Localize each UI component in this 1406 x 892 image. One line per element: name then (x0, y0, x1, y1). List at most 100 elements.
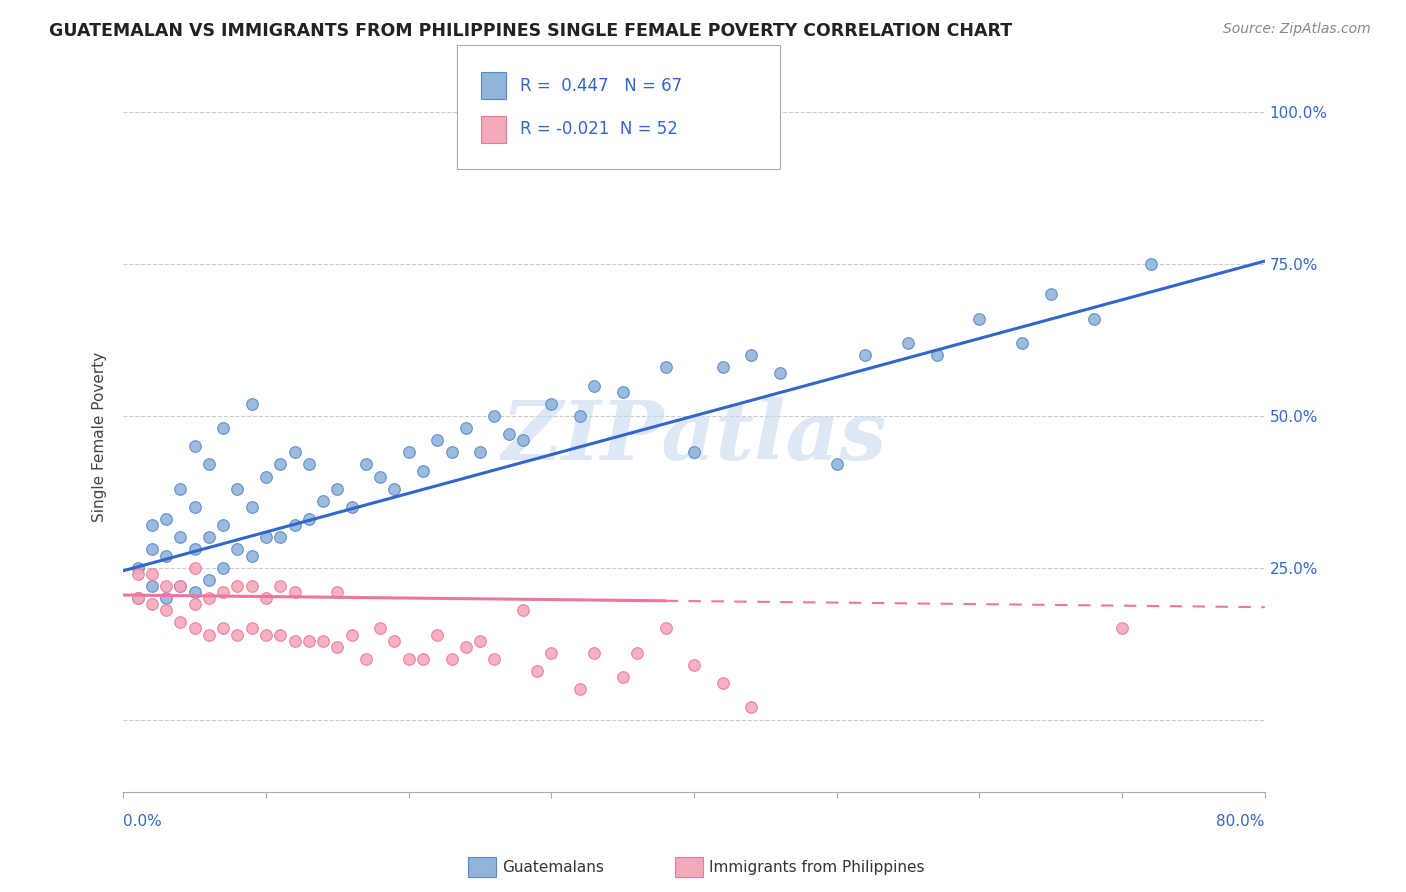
Point (426, 627, 449, 641)
Point (312, 633, 335, 648)
Point (212, 518, 235, 533)
Text: GUATEMALAN VS IMMIGRANTS FROM PHILIPPINES SINGLE FEMALE POVERTY CORRELATION CHAR: GUATEMALAN VS IMMIGRANTS FROM PHILIPPINE… (49, 22, 1012, 40)
Text: R =  0.447   N = 67: R = 0.447 N = 67 (520, 77, 682, 95)
Point (298, 458, 321, 472)
Text: 80.0%: 80.0% (1216, 814, 1265, 829)
Point (183, 500, 205, 514)
Point (512, 603, 534, 617)
Point (484, 409, 506, 423)
Point (141, 518, 163, 533)
Point (312, 494, 335, 508)
Point (141, 566, 163, 581)
Point (183, 622, 205, 636)
Point (169, 579, 191, 593)
Point (454, 640, 477, 654)
Point (254, 469, 277, 483)
Point (254, 591, 277, 605)
Point (155, 512, 177, 526)
Point (141, 579, 163, 593)
Point (1083, 311, 1105, 326)
Point (398, 652, 420, 666)
Point (269, 458, 291, 472)
Point (626, 646, 648, 660)
Point (183, 585, 205, 599)
Point (740, 700, 762, 714)
Point (1139, 257, 1161, 271)
Point (212, 622, 235, 636)
Point (526, 664, 548, 678)
Point (354, 458, 377, 472)
Point (454, 421, 477, 435)
Point (583, 646, 606, 660)
Point (226, 542, 249, 557)
Point (155, 549, 177, 563)
Point (169, 530, 191, 544)
Point (298, 512, 321, 526)
Point (1011, 336, 1033, 351)
Point (183, 560, 205, 574)
Point (612, 670, 634, 684)
Point (127, 591, 149, 605)
Point (141, 542, 163, 557)
Point (155, 579, 177, 593)
Point (740, 348, 762, 362)
Point (283, 633, 305, 648)
Point (198, 591, 221, 605)
Point (155, 591, 177, 605)
Point (540, 397, 562, 411)
Point (440, 445, 463, 459)
Point (283, 518, 305, 533)
Point (354, 652, 377, 666)
Point (468, 445, 491, 459)
Point (368, 469, 391, 483)
Point (512, 433, 534, 447)
Point (498, 427, 520, 442)
Point (269, 579, 291, 593)
Point (440, 652, 463, 666)
Point (127, 560, 149, 574)
Point (326, 585, 349, 599)
Point (254, 530, 277, 544)
Point (141, 597, 163, 611)
Point (183, 542, 205, 557)
Point (711, 360, 734, 375)
Point (283, 445, 305, 459)
Point (897, 336, 920, 351)
Point (1039, 287, 1062, 301)
Point (240, 549, 263, 563)
Point (384, 633, 406, 648)
Text: 0.0%: 0.0% (124, 814, 162, 829)
Point (925, 348, 948, 362)
Point (198, 458, 221, 472)
Point (568, 409, 591, 423)
Point (711, 676, 734, 690)
Text: ZIPatlas: ZIPatlas (502, 397, 887, 477)
Point (969, 311, 991, 326)
Point (398, 445, 420, 459)
Point (240, 397, 263, 411)
Point (853, 348, 876, 362)
Point (612, 384, 634, 399)
Point (169, 482, 191, 496)
Point (183, 439, 205, 453)
Point (484, 652, 506, 666)
Point (212, 560, 235, 574)
Point (326, 482, 349, 496)
Point (198, 627, 221, 641)
Point (683, 445, 706, 459)
Point (340, 500, 363, 514)
Point (127, 591, 149, 605)
Point (240, 579, 263, 593)
Text: R = -0.021  N = 52: R = -0.021 N = 52 (520, 120, 678, 138)
Point (340, 627, 363, 641)
Point (412, 464, 434, 478)
Point (169, 579, 191, 593)
Point (298, 633, 321, 648)
Point (155, 603, 177, 617)
Point (269, 627, 291, 641)
Text: Source: ZipAtlas.com: Source: ZipAtlas.com (1223, 22, 1371, 37)
Text: Guatemalans: Guatemalans (502, 860, 603, 874)
Point (468, 633, 491, 648)
Point (226, 482, 249, 496)
Point (683, 657, 706, 672)
